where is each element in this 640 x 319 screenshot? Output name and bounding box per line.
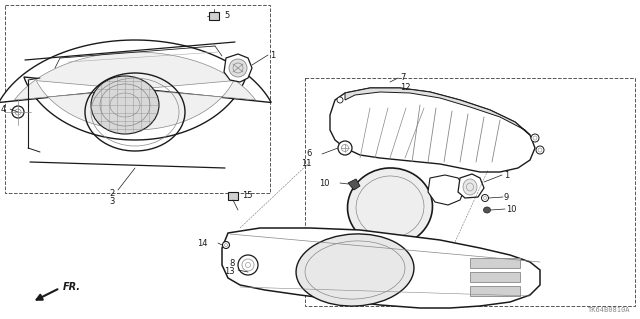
Bar	[209, 12, 219, 20]
Polygon shape	[224, 54, 252, 82]
Ellipse shape	[296, 234, 414, 306]
Ellipse shape	[229, 59, 247, 77]
Text: 4: 4	[1, 105, 6, 114]
Bar	[228, 192, 238, 200]
Bar	[470, 286, 520, 296]
Text: FR.: FR.	[63, 282, 81, 292]
Polygon shape	[222, 228, 540, 308]
Bar	[305, 78, 635, 306]
Text: 12: 12	[400, 83, 410, 92]
Ellipse shape	[481, 195, 488, 202]
Polygon shape	[428, 175, 465, 205]
Ellipse shape	[348, 168, 433, 246]
Ellipse shape	[463, 179, 477, 195]
Polygon shape	[458, 174, 484, 198]
Polygon shape	[345, 88, 530, 135]
Bar	[470, 272, 520, 282]
Ellipse shape	[223, 241, 230, 249]
Polygon shape	[15, 52, 255, 130]
Bar	[470, 258, 520, 268]
Text: 6: 6	[307, 150, 312, 159]
Ellipse shape	[12, 106, 24, 118]
Text: 5: 5	[224, 11, 229, 20]
Ellipse shape	[483, 207, 490, 213]
Text: 15: 15	[242, 191, 253, 201]
Text: 10: 10	[506, 204, 516, 213]
Text: 2: 2	[109, 189, 115, 197]
Text: 1: 1	[270, 50, 275, 60]
Ellipse shape	[536, 146, 544, 154]
Text: TK64B0810A: TK64B0810A	[588, 307, 630, 313]
Text: 8: 8	[230, 258, 235, 268]
Text: 13: 13	[225, 268, 235, 277]
Text: 7: 7	[400, 73, 405, 83]
Polygon shape	[330, 88, 535, 172]
Ellipse shape	[91, 76, 159, 134]
Text: 14: 14	[198, 239, 208, 248]
Text: 3: 3	[109, 197, 115, 205]
Text: 1: 1	[504, 170, 509, 180]
Bar	[5, 5, 270, 193]
Ellipse shape	[337, 97, 343, 103]
Ellipse shape	[531, 134, 539, 142]
Ellipse shape	[238, 255, 258, 275]
Polygon shape	[348, 179, 360, 190]
Ellipse shape	[338, 141, 352, 155]
Text: 11: 11	[301, 159, 312, 167]
Text: 9: 9	[504, 192, 509, 202]
Polygon shape	[0, 40, 271, 140]
Text: 10: 10	[319, 179, 330, 188]
